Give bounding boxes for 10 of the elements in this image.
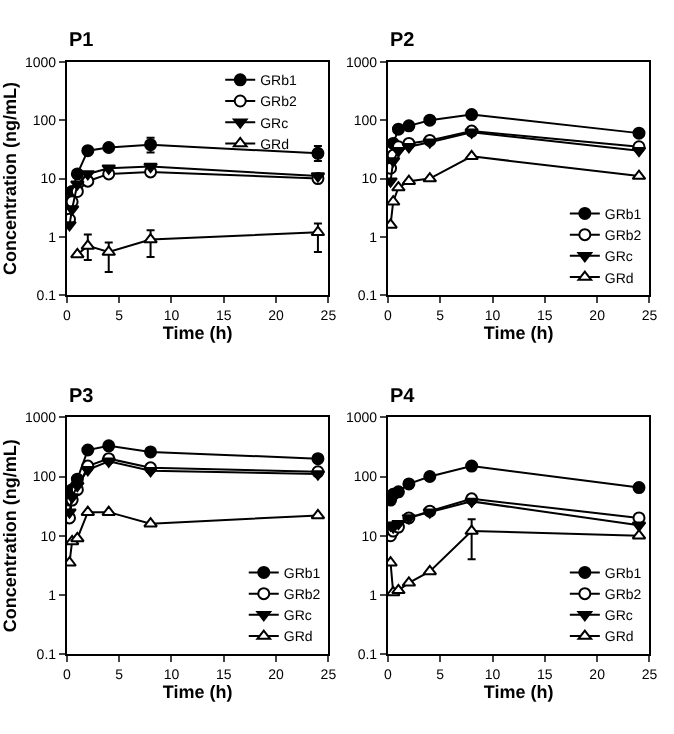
chart-title: P2 [390, 30, 416, 52]
y-axis-title: Concentration (ng/mL) [0, 82, 20, 276]
chart-title: P1 [69, 30, 95, 52]
chart-title: P3 [69, 386, 95, 408]
x-axis-title: Time (h) [162, 323, 233, 343]
x-axis-title: Time (h) [483, 323, 554, 343]
y-axis-title: Concentration (ng/mL) [0, 439, 20, 633]
chart-title: P4 [390, 386, 416, 408]
x-axis-title: Time (h) [162, 682, 233, 702]
x-axis-title: Time (h) [483, 682, 554, 702]
